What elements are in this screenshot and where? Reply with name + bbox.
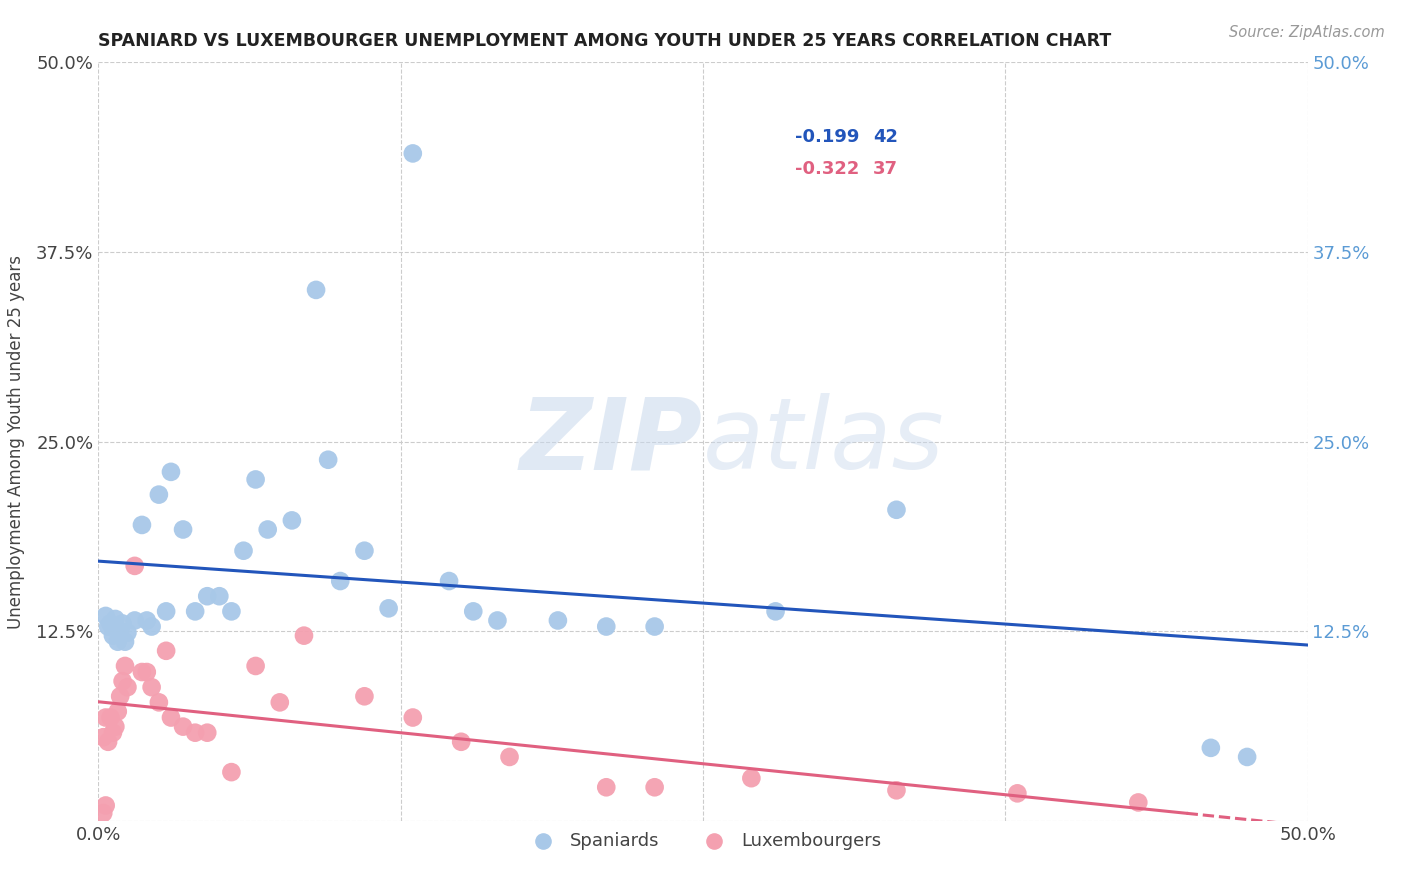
Point bbox=[498, 750, 520, 764]
Point bbox=[644, 619, 666, 633]
Point bbox=[402, 146, 425, 161]
Point bbox=[886, 783, 908, 797]
Point bbox=[486, 614, 509, 628]
Point bbox=[94, 798, 117, 813]
Point bbox=[141, 680, 163, 694]
Point bbox=[155, 604, 177, 618]
Point bbox=[108, 624, 131, 639]
Point bbox=[402, 710, 425, 724]
Point bbox=[245, 473, 267, 487]
Point bbox=[353, 543, 375, 558]
Point bbox=[1236, 750, 1258, 764]
Point bbox=[740, 771, 762, 785]
Point bbox=[104, 612, 127, 626]
Point bbox=[281, 513, 304, 527]
Text: -0.199: -0.199 bbox=[794, 128, 859, 145]
Point bbox=[97, 735, 120, 749]
Point bbox=[1007, 786, 1029, 800]
Point bbox=[117, 625, 139, 640]
Point bbox=[184, 725, 207, 739]
Point bbox=[155, 644, 177, 658]
Point bbox=[141, 619, 163, 633]
Point bbox=[111, 674, 134, 689]
Point bbox=[97, 619, 120, 633]
Point bbox=[131, 517, 153, 532]
Point bbox=[547, 614, 569, 628]
Point bbox=[595, 780, 617, 795]
Point bbox=[101, 725, 124, 739]
Point bbox=[195, 725, 218, 739]
Point bbox=[208, 589, 231, 603]
Point bbox=[595, 619, 617, 633]
Point bbox=[221, 765, 243, 780]
Point bbox=[765, 604, 787, 618]
Point bbox=[108, 690, 131, 704]
Point bbox=[1128, 796, 1150, 810]
Point bbox=[94, 608, 117, 623]
Point bbox=[353, 690, 375, 704]
Point bbox=[148, 487, 170, 501]
Point bbox=[114, 634, 136, 648]
Point bbox=[100, 616, 122, 631]
Point bbox=[114, 659, 136, 673]
Point bbox=[111, 616, 134, 631]
Y-axis label: Unemployment Among Youth under 25 years: Unemployment Among Youth under 25 years bbox=[7, 254, 25, 629]
Point bbox=[94, 710, 117, 724]
Point bbox=[160, 465, 183, 479]
Point bbox=[184, 604, 207, 618]
Point bbox=[101, 629, 124, 643]
Point bbox=[232, 543, 254, 558]
Point bbox=[245, 659, 267, 673]
Point bbox=[269, 695, 291, 709]
Point bbox=[644, 780, 666, 795]
Point bbox=[450, 735, 472, 749]
Point bbox=[104, 720, 127, 734]
Point bbox=[107, 705, 129, 719]
Point bbox=[1199, 740, 1222, 755]
Point bbox=[91, 730, 114, 744]
Point bbox=[292, 629, 315, 643]
Text: SPANIARD VS LUXEMBOURGER UNEMPLOYMENT AMONG YOUTH UNDER 25 YEARS CORRELATION CHA: SPANIARD VS LUXEMBOURGER UNEMPLOYMENT AM… bbox=[98, 32, 1112, 50]
Point bbox=[172, 720, 194, 734]
Point bbox=[437, 574, 460, 588]
Text: 37: 37 bbox=[873, 160, 898, 178]
Text: ZIP: ZIP bbox=[520, 393, 703, 490]
Point bbox=[377, 601, 399, 615]
Point bbox=[172, 523, 194, 537]
Point bbox=[316, 452, 339, 467]
Point bbox=[91, 806, 114, 821]
Text: -0.322: -0.322 bbox=[794, 160, 859, 178]
Point bbox=[160, 710, 183, 724]
Point bbox=[107, 634, 129, 648]
Text: atlas: atlas bbox=[703, 393, 945, 490]
Point bbox=[148, 695, 170, 709]
Text: Source: ZipAtlas.com: Source: ZipAtlas.com bbox=[1229, 25, 1385, 40]
Text: 42: 42 bbox=[873, 128, 898, 145]
Point bbox=[305, 283, 328, 297]
Point bbox=[135, 614, 157, 628]
Point bbox=[256, 523, 278, 537]
Point bbox=[100, 710, 122, 724]
Point bbox=[131, 665, 153, 679]
Point bbox=[117, 680, 139, 694]
Point bbox=[135, 665, 157, 679]
Point bbox=[886, 503, 908, 517]
Point bbox=[329, 574, 352, 588]
Point bbox=[463, 604, 485, 618]
Point bbox=[124, 614, 146, 628]
Legend: Spaniards, Luxembourgers: Spaniards, Luxembourgers bbox=[517, 825, 889, 857]
Point bbox=[195, 589, 218, 603]
Point bbox=[221, 604, 243, 618]
Point bbox=[124, 558, 146, 573]
